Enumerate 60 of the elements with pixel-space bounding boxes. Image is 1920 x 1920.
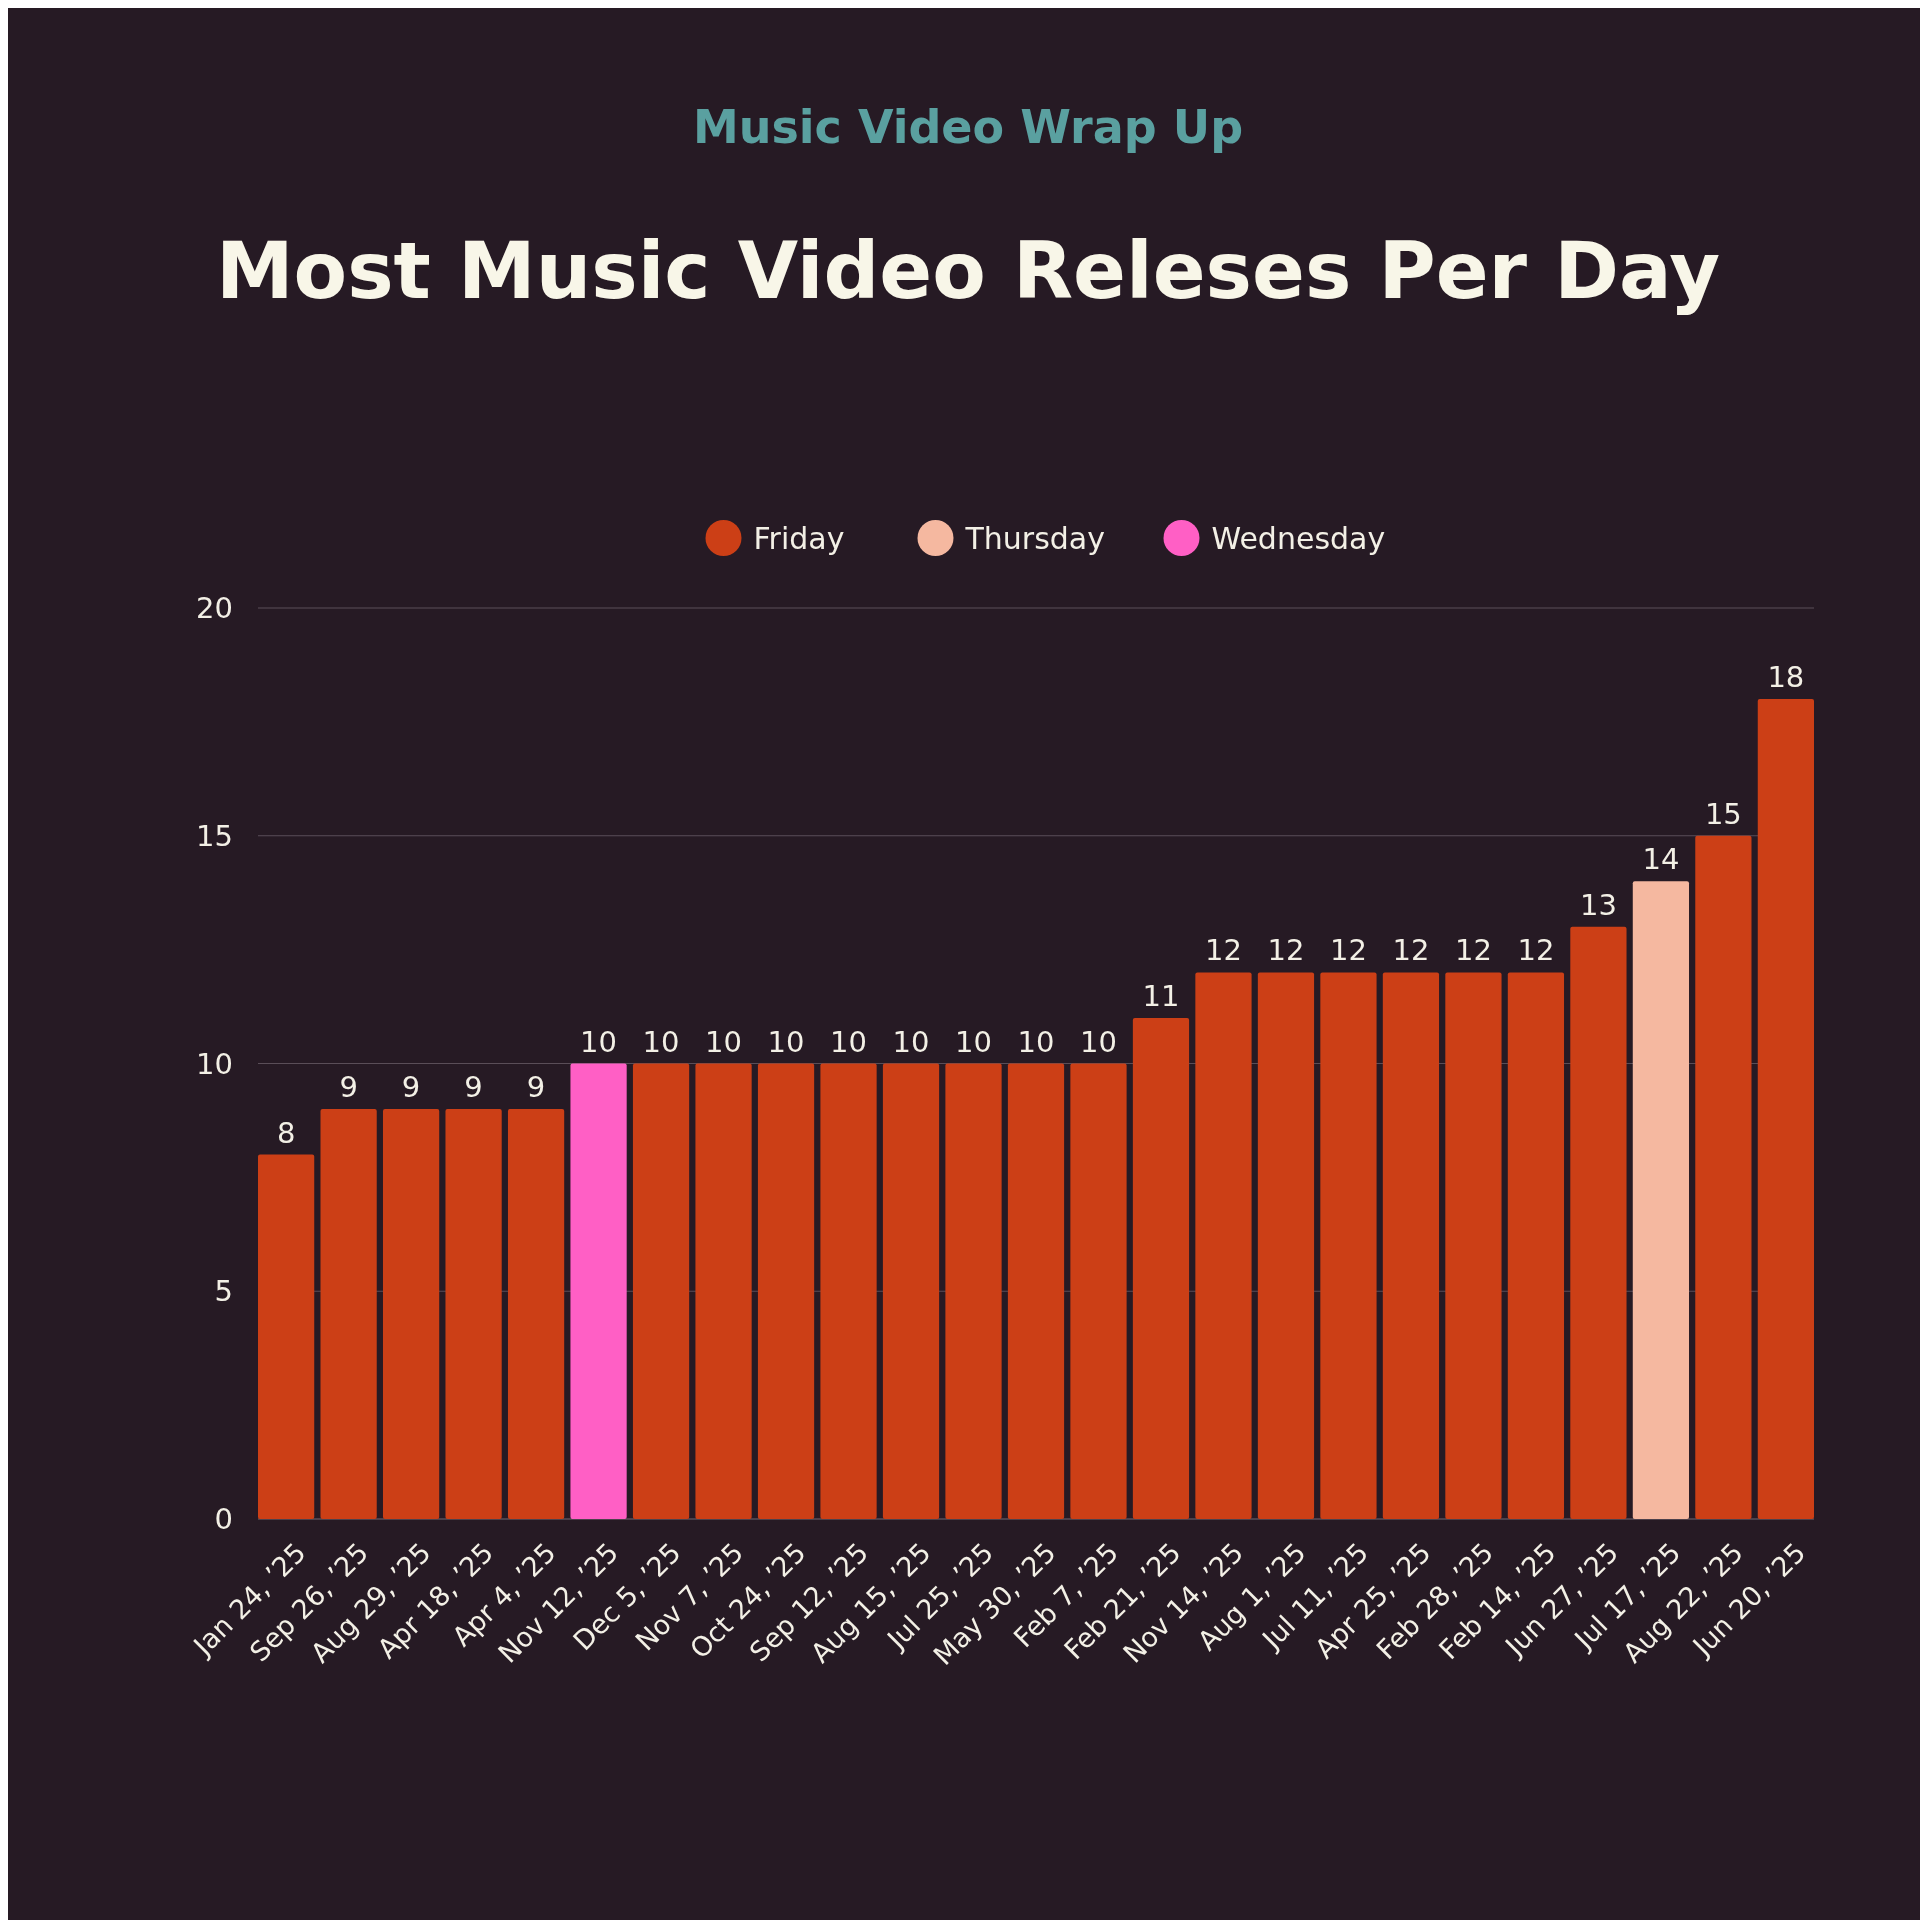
- data-label: 12: [1205, 933, 1242, 968]
- bar: [570, 1063, 627, 1519]
- data-label: 10: [642, 1024, 680, 1059]
- data-label: 9: [339, 1070, 358, 1105]
- bar: [507, 1109, 565, 1519]
- y-tick-label: 20: [196, 591, 233, 626]
- bar: [1070, 1063, 1127, 1519]
- bar: [882, 1063, 940, 1519]
- bar: [1507, 972, 1565, 1519]
- bar: [445, 1109, 502, 1519]
- y-tick-label: 10: [196, 1046, 233, 1081]
- bar: [382, 1109, 440, 1519]
- bar: [1695, 835, 1752, 1519]
- data-label: 9: [464, 1070, 483, 1105]
- bar: [1257, 972, 1315, 1519]
- data-label: 10: [767, 1024, 805, 1059]
- data-label: 10: [1017, 1024, 1055, 1059]
- bar: [632, 1063, 690, 1519]
- y-tick-label: 0: [214, 1502, 233, 1537]
- bar: [1570, 926, 1627, 1519]
- bar: [757, 1063, 815, 1519]
- chart-title: Most Music Video Releses Per Day: [215, 226, 1721, 316]
- legend-label: Thursday: [964, 520, 1105, 556]
- bar: [945, 1063, 1002, 1519]
- bar: [1445, 972, 1502, 1519]
- bar: [320, 1109, 377, 1519]
- data-label: 10: [892, 1024, 930, 1059]
- chart-subtitle: Music Video Wrap Up: [692, 100, 1244, 154]
- bar: [1007, 1063, 1065, 1519]
- bar: [1320, 972, 1377, 1519]
- data-label: 8: [276, 1115, 296, 1150]
- data-label: 13: [1579, 887, 1617, 922]
- data-label: 12: [1517, 933, 1555, 968]
- bar: [1382, 972, 1440, 1519]
- data-label: 9: [401, 1070, 421, 1105]
- data-label: 9: [526, 1070, 546, 1105]
- bar: [820, 1063, 877, 1519]
- data-label: 10: [830, 1024, 867, 1059]
- data-label: 12: [1267, 933, 1305, 968]
- data-label: 12: [1392, 933, 1430, 968]
- data-label: 10: [705, 1024, 742, 1059]
- data-label: 10: [1080, 1024, 1117, 1059]
- bar: [695, 1063, 752, 1519]
- data-label: 18: [1767, 660, 1805, 695]
- data-label: 15: [1704, 796, 1742, 831]
- data-label: 12: [1454, 933, 1492, 968]
- data-label: 11: [1142, 978, 1180, 1013]
- legend-label: Wednesday: [1211, 520, 1386, 556]
- data-label: 10: [580, 1024, 618, 1059]
- bar: [1132, 1017, 1190, 1519]
- bar: [1195, 972, 1252, 1519]
- legend-label: Friday: [753, 520, 845, 556]
- data-label: 10: [955, 1024, 992, 1059]
- data-label: 14: [1642, 842, 1680, 877]
- data-label: 12: [1330, 933, 1367, 968]
- bar: [1757, 699, 1814, 1519]
- y-tick-label: 5: [214, 1274, 233, 1309]
- bar: [258, 1154, 315, 1519]
- y-tick-label: 15: [196, 818, 233, 853]
- bar: [1632, 881, 1690, 1519]
